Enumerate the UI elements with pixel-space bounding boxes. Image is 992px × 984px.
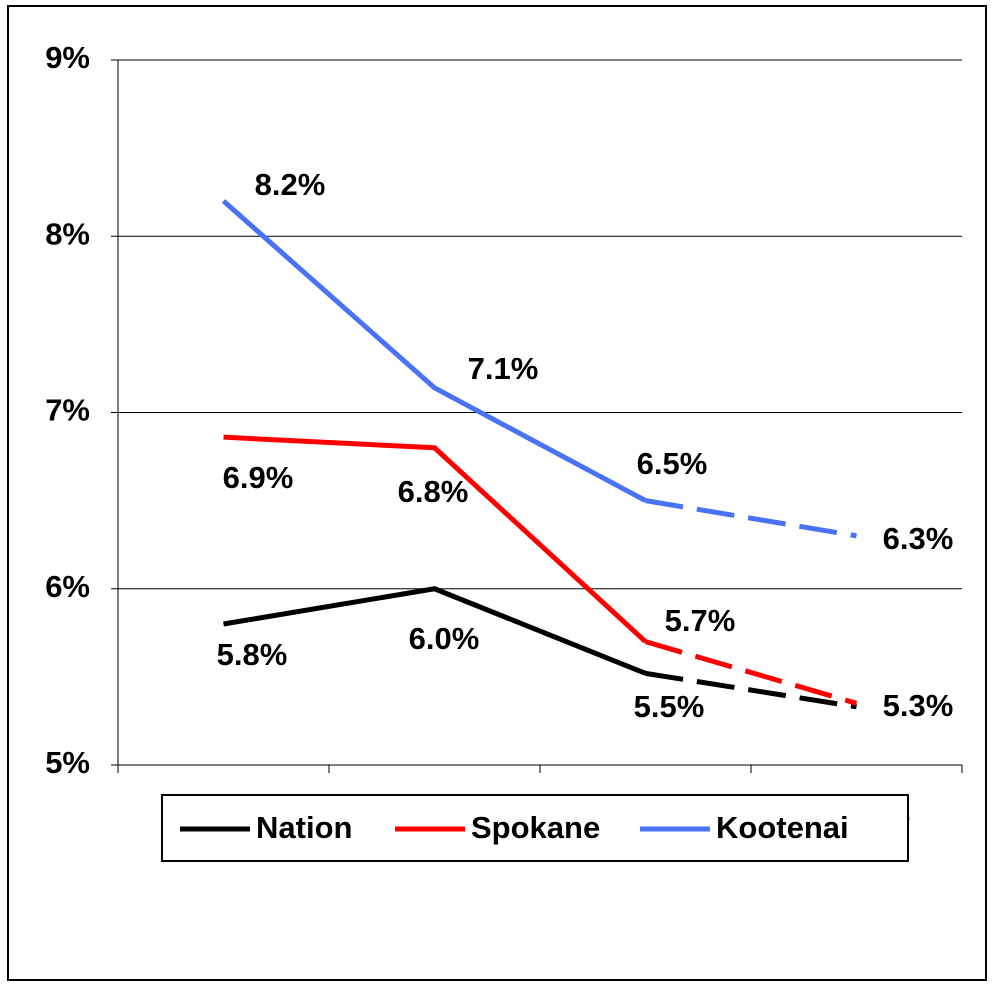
data-label: 5.5% bbox=[634, 689, 705, 724]
legend-box bbox=[161, 794, 909, 862]
data-label: 6.8% bbox=[398, 474, 469, 509]
y-tick-label: 8% bbox=[45, 216, 90, 251]
y-tick-label: 7% bbox=[45, 393, 90, 428]
data-label: 5.3% bbox=[883, 688, 954, 723]
data-label: 6.9% bbox=[223, 460, 294, 495]
data-label: 5.8% bbox=[217, 637, 288, 672]
series-line-forecast bbox=[644, 639, 858, 706]
y-tick-label: 6% bbox=[45, 569, 90, 604]
data-label: 8.2% bbox=[255, 167, 326, 202]
series-line bbox=[223, 434, 648, 644]
data-label: 6.5% bbox=[637, 446, 708, 481]
legend-label: Kootenai bbox=[716, 810, 849, 845]
series-line bbox=[223, 586, 647, 676]
series-line-forecast bbox=[645, 670, 857, 710]
y-tick-label: 9% bbox=[45, 40, 90, 75]
series-line-forecast bbox=[645, 498, 857, 539]
data-label: 6.3% bbox=[883, 521, 954, 556]
data-label: 7.1% bbox=[468, 351, 539, 386]
data-label: 5.7% bbox=[665, 603, 736, 638]
series-line bbox=[221, 199, 647, 503]
legend-label: Spokane bbox=[471, 810, 600, 845]
y-tick-label: 5% bbox=[45, 745, 90, 780]
legend-label: Nation bbox=[256, 810, 352, 845]
data-label: 6.0% bbox=[409, 621, 480, 656]
